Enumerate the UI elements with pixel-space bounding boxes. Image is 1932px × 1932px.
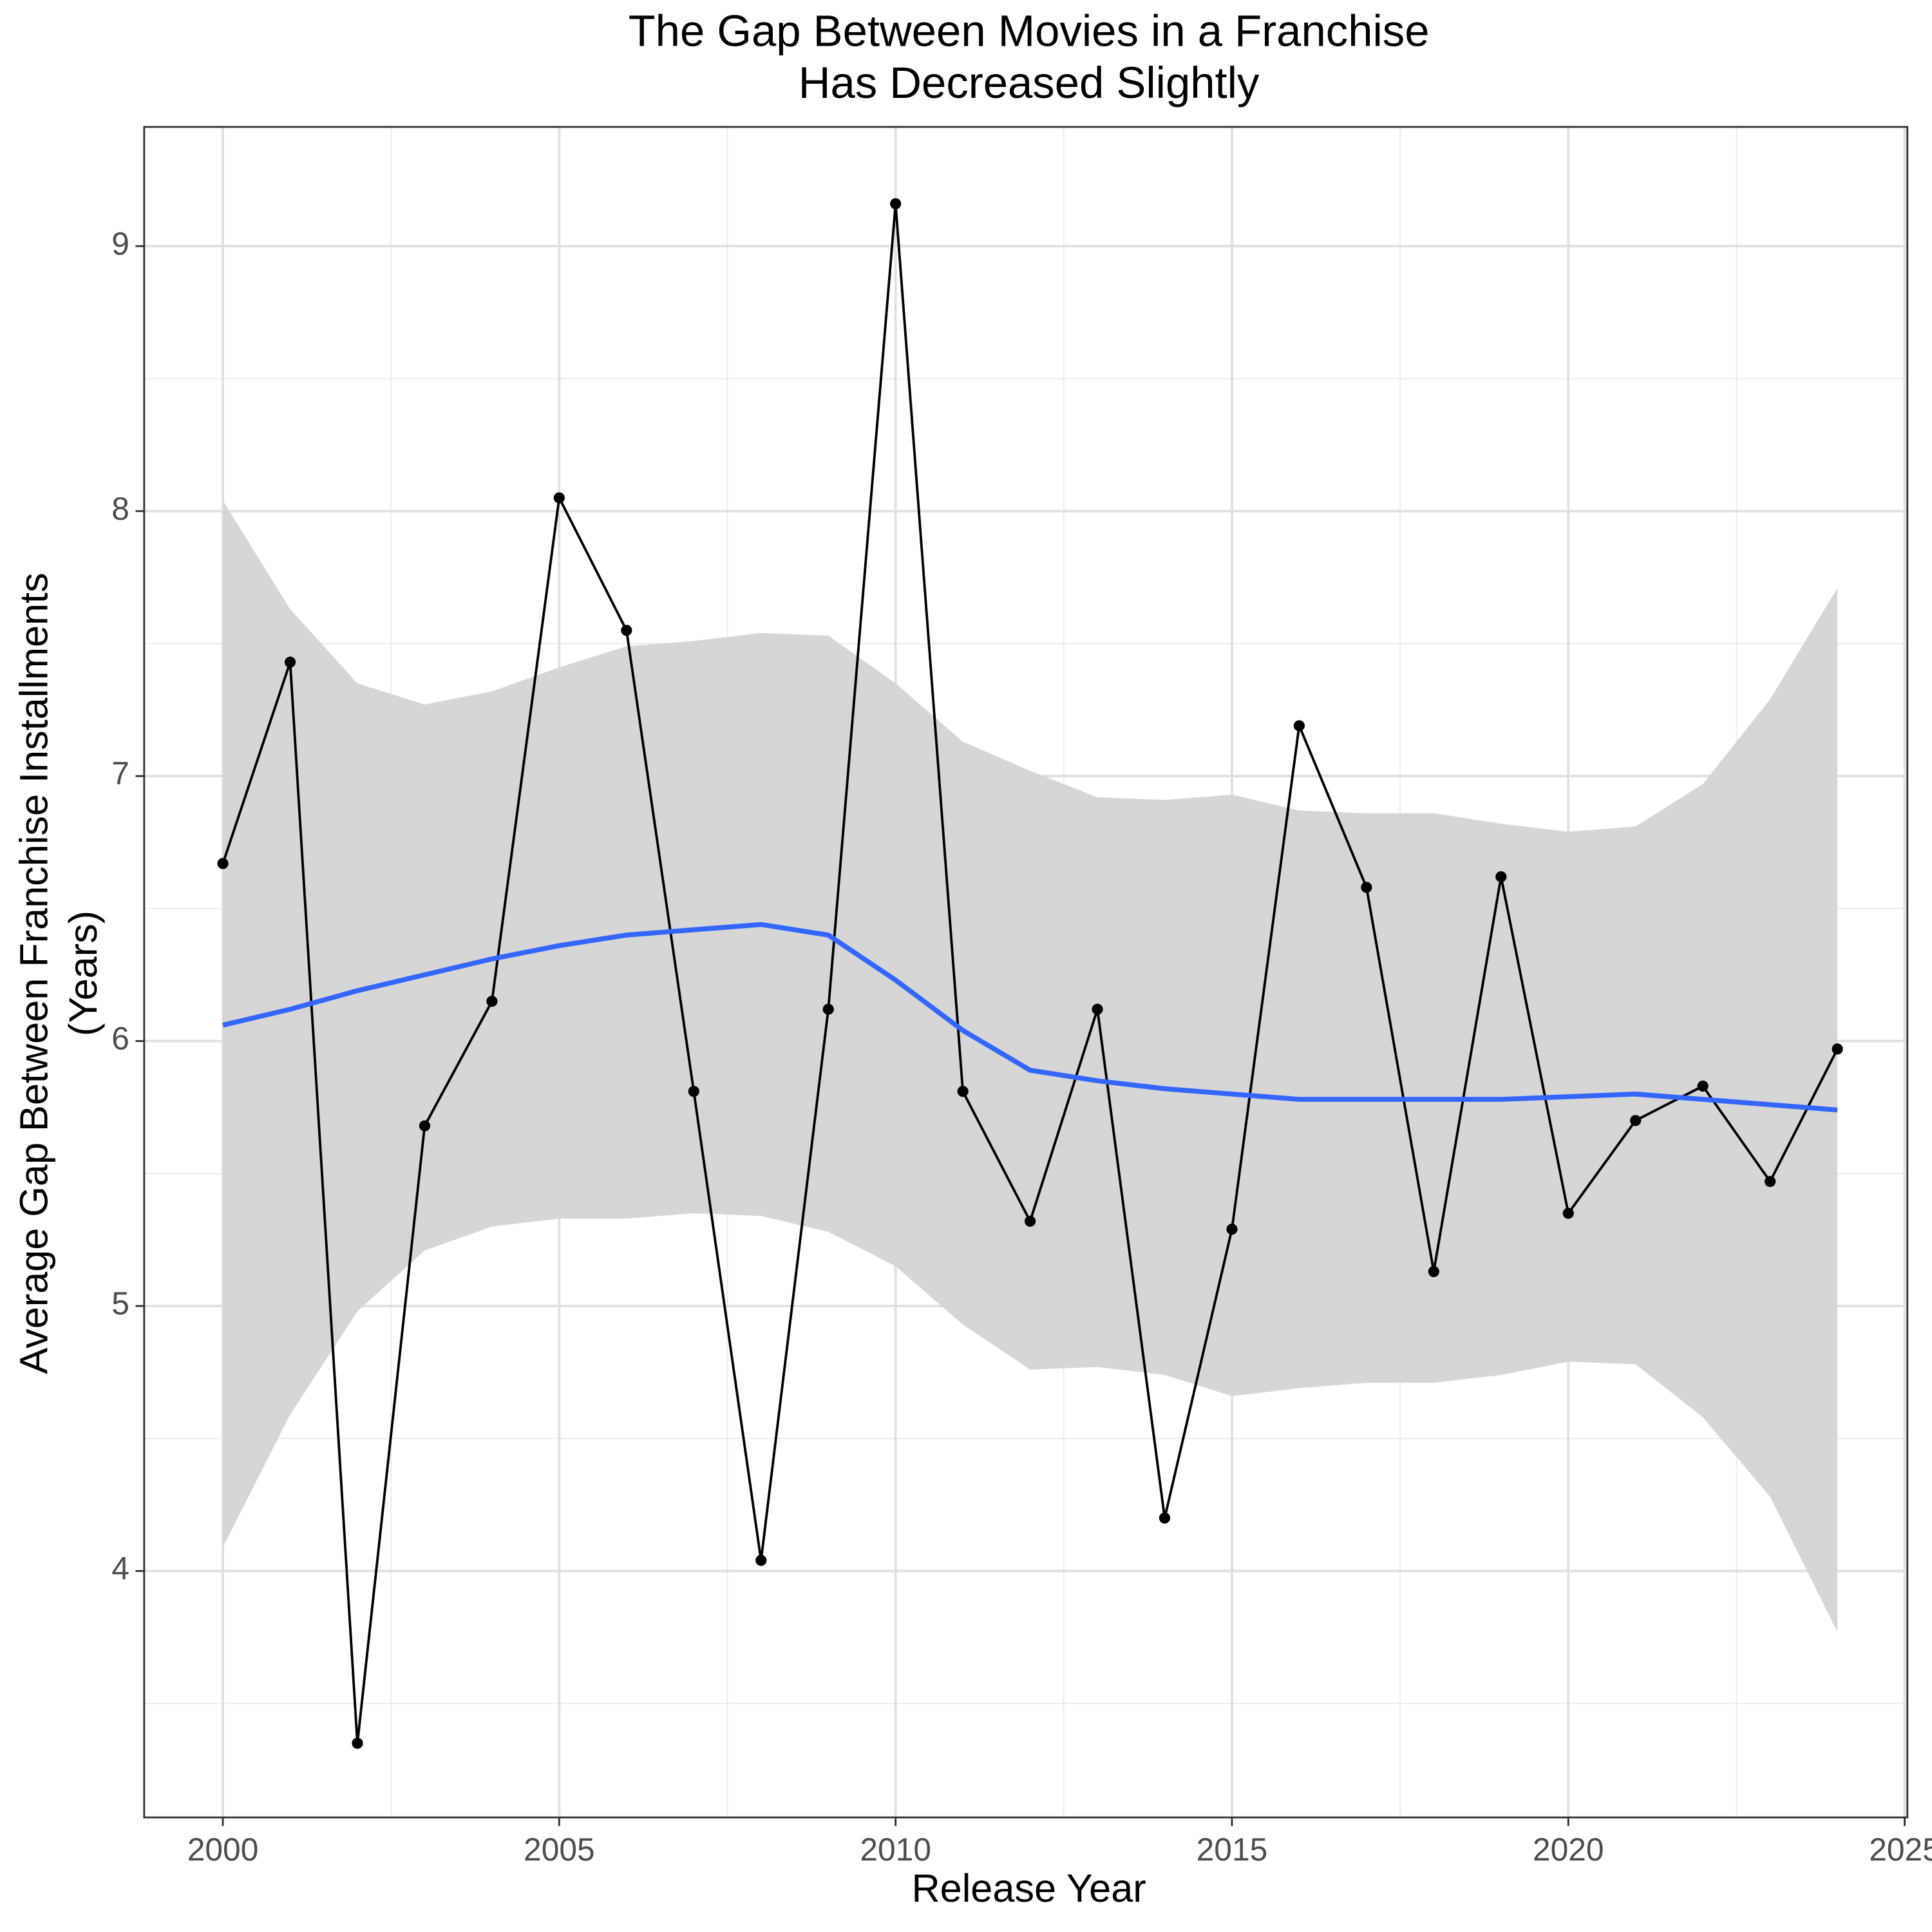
- data-point: [419, 1120, 431, 1132]
- data-point: [957, 1086, 969, 1097]
- data-point: [1293, 720, 1305, 732]
- data-point: [1226, 1224, 1238, 1235]
- y-tick-label: 8: [111, 491, 129, 527]
- data-point: [890, 198, 902, 209]
- data-point: [621, 625, 632, 636]
- panel-border: [143, 126, 1909, 1819]
- trend-line: [222, 922, 1838, 1113]
- x-tick-label: 2010: [860, 1832, 931, 1868]
- x-tick-label: 2005: [524, 1832, 595, 1868]
- data-point: [1832, 1043, 1843, 1055]
- chart-title: Has Decreased Slightly: [799, 58, 1260, 108]
- data-point: [688, 1086, 699, 1097]
- data-point: [1361, 882, 1372, 893]
- data-point: [1562, 1208, 1574, 1219]
- x-tick-label: 2025: [1869, 1832, 1932, 1868]
- data-point: [1765, 1175, 1776, 1188]
- data-point: [1495, 871, 1507, 883]
- data-point: [486, 996, 498, 1007]
- confidence-band: [223, 500, 1838, 1633]
- data-point: [217, 858, 229, 869]
- y-tick-label: 4: [111, 1551, 129, 1587]
- y-axis-title: Average Gap Between Franchise Installmen…: [12, 573, 106, 1374]
- data-point: [1092, 1003, 1103, 1015]
- x-tick-label: 2015: [1197, 1832, 1268, 1868]
- y-tick-label: 9: [111, 225, 129, 261]
- data-point: [1697, 1080, 1709, 1092]
- y-axis-title-line: Average Gap Between Franchise Installmen…: [12, 573, 56, 1374]
- data-point: [755, 1555, 767, 1566]
- data-point: [822, 1003, 834, 1015]
- data-point: [1024, 1215, 1036, 1227]
- x-tick-label: 2020: [1533, 1832, 1604, 1868]
- data-point: [1630, 1115, 1642, 1126]
- y-tick-label: 7: [111, 755, 129, 791]
- data-point: [553, 492, 565, 504]
- data-point: [1159, 1512, 1171, 1524]
- x-axis-title: Release Year: [911, 1866, 1146, 1910]
- data-point: [1428, 1265, 1439, 1278]
- data-point: [352, 1738, 363, 1749]
- y-tick-label: 6: [111, 1021, 129, 1057]
- data-point: [284, 656, 296, 668]
- chart-title: The Gap Between Movies in a Franchise: [629, 6, 1430, 56]
- x-tick-label: 2000: [187, 1832, 259, 1868]
- y-tick-label: 5: [111, 1285, 129, 1321]
- y-axis-title-line: (Years): [61, 911, 105, 1036]
